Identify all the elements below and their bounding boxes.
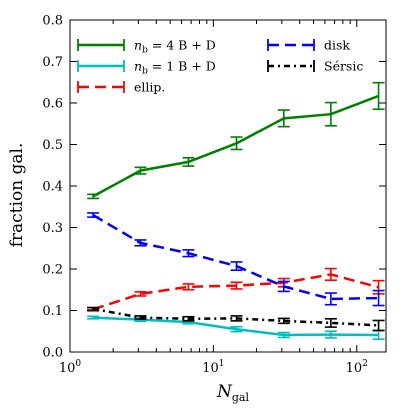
legend-entry: Sérsic <box>267 59 363 74</box>
legend-label-main: disk <box>324 38 350 53</box>
legend-label-main: Sérsic <box>324 59 363 74</box>
x-tick-label-exponent: 1 <box>219 359 225 369</box>
legend-label-rest: = 1 B + D <box>148 59 216 74</box>
x-tick-label-base: 10 <box>202 361 219 376</box>
legend-label-rest: = 4 B + D <box>148 38 216 53</box>
legend-label-main: ellip. <box>134 80 165 95</box>
legend-label: Sérsic <box>324 59 363 74</box>
y-tick-label: 0.3 <box>42 221 63 236</box>
y-axis-title: fraction gal. <box>7 143 27 248</box>
x-tick-label-base: 10 <box>346 361 363 376</box>
x-tick-label: 101 <box>202 359 224 376</box>
y-tick-label: 0.0 <box>42 346 63 361</box>
x-axis-title: Ngal <box>216 382 249 404</box>
legend-entry: ellip. <box>77 80 165 95</box>
series-layer <box>87 81 385 340</box>
x-tick-label: 100 <box>59 359 82 376</box>
legend-label: nb = 1 B + D <box>134 59 216 77</box>
legend-label-sub: b <box>142 67 148 77</box>
x-axis-title-sub: gal <box>232 391 250 404</box>
series <box>87 306 385 332</box>
y-tick-label: 0.8 <box>42 14 63 29</box>
x-axis-title-main: N <box>216 382 233 402</box>
series <box>87 81 385 200</box>
legend-label: disk <box>324 38 350 53</box>
x-tick-label: 102 <box>346 359 368 376</box>
y-tick-label: 0.2 <box>42 263 63 278</box>
legend-label: ellip. <box>134 80 165 95</box>
y-tick-label: 0.6 <box>42 97 63 112</box>
x-tick-label-base: 10 <box>59 361 76 376</box>
legend-label-sub: b <box>142 46 148 56</box>
legend-label-main: n <box>134 59 142 74</box>
y-tick-label: 0.5 <box>42 138 63 153</box>
y-tick-label: 0.1 <box>42 304 63 319</box>
legend-entry: nb = 1 B + D <box>77 59 216 77</box>
x-tick-label-exponent: 0 <box>75 359 81 369</box>
legend-label-main: n <box>134 38 142 53</box>
y-tick-label: 0.4 <box>42 180 63 195</box>
series <box>87 267 385 312</box>
series <box>87 212 385 307</box>
x-tick-label-exponent: 2 <box>362 359 368 369</box>
y-tick-label: 0.7 <box>42 55 63 70</box>
legend-entry: disk <box>267 38 350 53</box>
legend-label: nb = 4 B + D <box>134 38 216 56</box>
legend-entry: nb = 4 B + D <box>77 38 216 56</box>
